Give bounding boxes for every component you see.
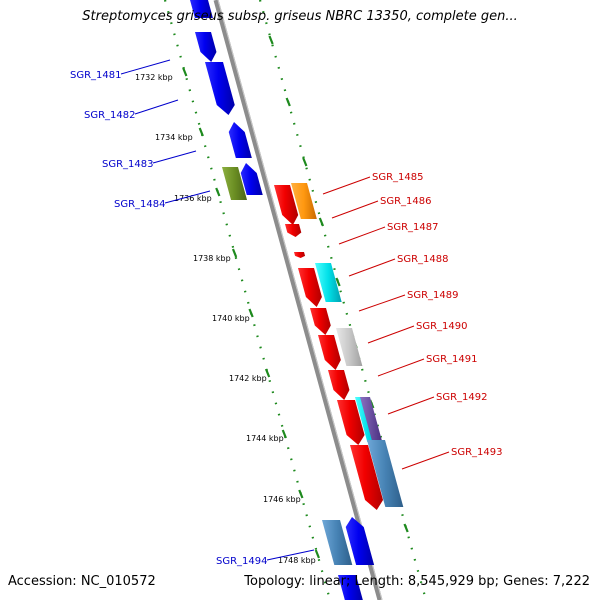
- dna-backbone-highlight: [217, 0, 383, 600]
- gene-shape-SGR_1493: [350, 445, 384, 510]
- left-scale-track-major-tick: [248, 308, 254, 318]
- gene-shape-SGR_1485b: [291, 183, 317, 219]
- dna-backbone: [213, 0, 383, 600]
- gene-shape-SGR_1485: [274, 185, 299, 225]
- accession-text: Accession: NC_010572: [8, 574, 156, 589]
- gene-label-SGR_1487: SGR_1487: [387, 222, 439, 233]
- gene-shape-SGR_1484: [240, 163, 263, 195]
- left-scale-track-major-tick: [314, 549, 320, 559]
- kbp-tick-label: 1732 kbp: [135, 73, 173, 82]
- leader-line-SGR_1491: [377, 358, 425, 377]
- gene-shape-SGR_1494b: [345, 517, 375, 565]
- gene-label-SGR_1484: SGR_1484: [114, 199, 166, 210]
- gene-label-SGR_1489: SGR_1489: [407, 290, 459, 301]
- leader-line-SGR_1489: [358, 294, 406, 312]
- left-scale-track-major-tick: [215, 187, 221, 197]
- leader-line-SGR_1482: [134, 99, 179, 115]
- gene-shape-SGR_1487: [294, 252, 306, 258]
- gene-label-SGR_1490: SGR_1490: [416, 321, 468, 332]
- left-scale-track-major-tick: [298, 489, 304, 499]
- kbp-tick-label: 1748 kbp: [278, 556, 316, 565]
- gene-shape-SGR_1491: [328, 370, 350, 400]
- gene-shape-SGR_1492c: [360, 397, 382, 440]
- leader-line-SGR_1487: [338, 226, 386, 245]
- gene-shape-top: [190, 0, 213, 18]
- leader-line-SGR_1490: [367, 325, 415, 344]
- kbp-tick-label: 1744 kbp: [246, 434, 284, 443]
- gene-shape-SGR_1490b: [336, 328, 363, 366]
- gene-label-SGR_1492: SGR_1492: [436, 392, 488, 403]
- right-scale-track-major-tick: [285, 97, 291, 107]
- gene-shape-SGR_1483: [228, 122, 252, 158]
- gene-shape-SGR_1482: [205, 62, 235, 115]
- right-scale-track-major-tick: [302, 157, 308, 167]
- leader-line-SGR_1492: [387, 396, 435, 415]
- gene-shape-SGR_1489: [310, 308, 331, 335]
- right-scale-track-major-tick: [335, 277, 341, 287]
- kbp-tick-label: 1742 kbp: [229, 374, 267, 383]
- gene-shape-bottom: [338, 575, 363, 600]
- left-scale-track-major-tick: [182, 67, 188, 77]
- kbp-tick-label: 1746 kbp: [263, 495, 301, 504]
- gene-label-SGR_1488: SGR_1488: [397, 254, 449, 265]
- leader-line-SGR_1484: [164, 190, 211, 204]
- leader-line-SGR_1481: [120, 59, 171, 75]
- gene-shape-SGR_1490: [318, 335, 341, 370]
- kbp-tick-label: 1736 kbp: [174, 194, 212, 203]
- kbp-tick-label: 1740 kbp: [212, 314, 250, 323]
- gene-shape-SGR_1494: [322, 520, 353, 565]
- gene-shape-SGR_1486: [285, 224, 302, 237]
- gene-label-SGR_1485: SGR_1485: [372, 172, 424, 183]
- kbp-tick-label: 1734 kbp: [155, 133, 193, 142]
- leader-line-SGR_1485: [322, 176, 371, 195]
- right-scale-track: [258, 0, 428, 600]
- genome-title: Streptomyces griseus subsp. griseus NBRC…: [82, 9, 518, 24]
- gene-label-SGR_1493: SGR_1493: [451, 447, 503, 458]
- gene-shape-SGR_1492: [337, 400, 365, 445]
- gene-label-SGR_1491: SGR_1491: [426, 354, 478, 365]
- gene-shape-SGR_1488b: [315, 263, 342, 302]
- gene-label-SGR_1483: SGR_1483: [102, 159, 154, 170]
- gene-label-SGR_1481: SGR_1481: [70, 70, 122, 81]
- gene-label-SGR_1482: SGR_1482: [84, 110, 136, 121]
- left-scale-track-major-tick: [264, 368, 271, 378]
- right-scale-track-major-tick: [268, 35, 274, 45]
- gene-shape-SGR_1484b: [222, 167, 248, 200]
- gene-shape-SGR_1493b: [367, 440, 404, 507]
- leader-line-SGR_1483: [152, 150, 197, 164]
- left-scale-track-major-tick: [198, 127, 204, 137]
- left-scale-track-major-tick: [231, 248, 238, 258]
- gene-shape-SGR_1488: [298, 268, 322, 307]
- leader-line-SGR_1488: [348, 258, 396, 277]
- leader-line-SGR_1494: [266, 549, 315, 561]
- gene-label-SGR_1486: SGR_1486: [380, 196, 432, 207]
- leader-line-SGR_1486: [331, 200, 379, 219]
- kbp-tick-label: 1738 kbp: [193, 254, 231, 263]
- leader-line-SGR_1493: [401, 451, 450, 470]
- left-scale-track: [163, 0, 332, 600]
- right-scale-track-major-tick: [318, 217, 325, 227]
- gene-label-SGR_1494: SGR_1494: [216, 556, 268, 567]
- gene-shape-SGR_1481: [195, 32, 217, 62]
- genome-summary-text: Topology: linear; Length: 8,545,929 bp; …: [244, 574, 590, 589]
- right-scale-track-major-tick: [403, 523, 409, 533]
- left-scale-track-major-tick: [281, 429, 287, 439]
